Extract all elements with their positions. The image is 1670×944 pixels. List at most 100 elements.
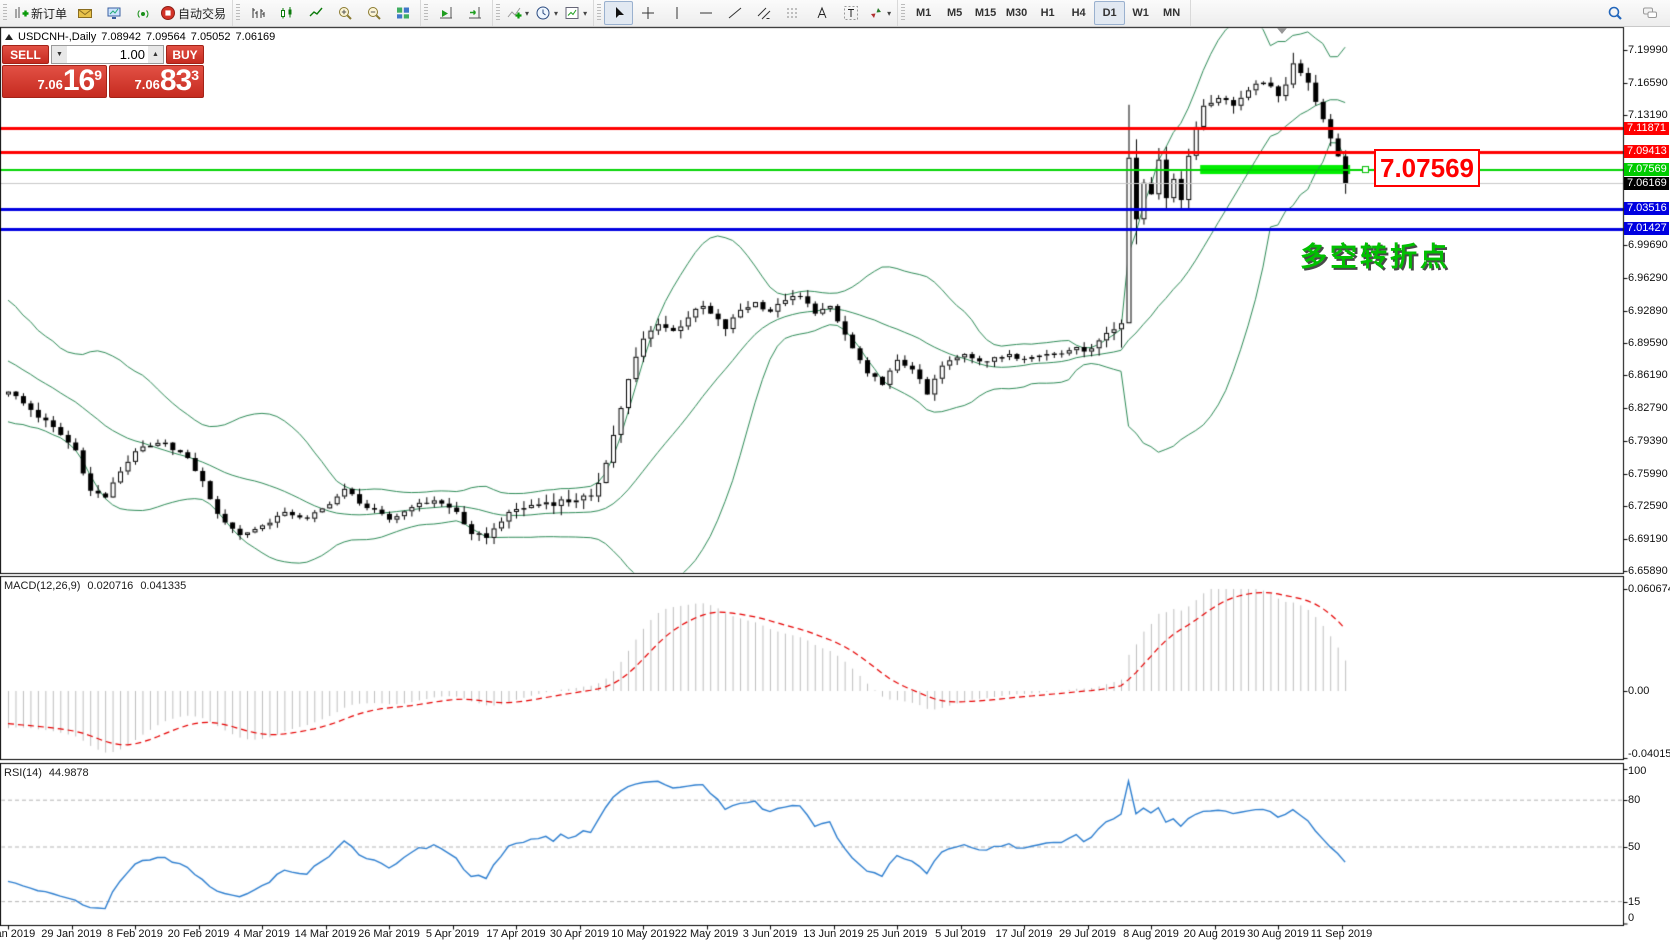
new-order-button[interactable]: 新订单	[10, 1, 70, 25]
ohlc-open: 7.08942	[101, 31, 141, 43]
horizontal-line-button[interactable]	[691, 1, 720, 25]
crosshair-button[interactable]	[633, 1, 662, 25]
hline-icon	[699, 12, 712, 14]
monitor-icon	[107, 7, 121, 19]
textA-icon	[817, 6, 827, 19]
one-click-toggle-icon[interactable]	[5, 34, 13, 40]
fibo-icon	[786, 8, 799, 18]
ask-price-big: 83	[159, 64, 192, 97]
tf-m5-label: M5	[946, 7, 963, 19]
buy-button-label: BUY	[172, 47, 198, 62]
tile-windows-button[interactable]	[388, 1, 417, 25]
time-axis-label: 8 Feb 2019	[107, 928, 163, 940]
template-icon	[565, 7, 579, 19]
terminal-button[interactable]	[99, 1, 128, 25]
tf-m1-button[interactable]: M1	[908, 1, 939, 25]
price-tick-label: 6.92890	[1628, 304, 1668, 317]
shift-icon	[468, 7, 481, 19]
toolbar-group: ▾	[594, 0, 899, 26]
candles-icon	[280, 7, 292, 19]
vline-icon	[676, 7, 678, 19]
zoomout-icon	[367, 7, 381, 20]
price-tick-label: 7.16590	[1628, 76, 1668, 89]
chart-shift-marker-icon[interactable]	[1277, 28, 1287, 34]
tf-w1-button[interactable]: W1	[1125, 1, 1156, 25]
equidistant-channel-button[interactable]	[749, 1, 778, 25]
toolbar-grip	[597, 4, 602, 22]
time-axis-label: 20 Aug 2019	[1183, 928, 1246, 940]
tf-mn-button[interactable]: MN	[1156, 1, 1187, 25]
indicators-icon	[507, 7, 522, 19]
chart-annotation-text[interactable]: 多空转折点	[1300, 242, 1450, 272]
rsi-tick-label: 100	[1628, 765, 1647, 777]
tiles-icon	[396, 7, 409, 19]
templates-button[interactable]: ▾	[561, 1, 590, 25]
rsi-name: RSI(14)	[4, 767, 42, 779]
line-chart-button[interactable]	[301, 1, 330, 25]
auto-scroll-button[interactable]	[431, 1, 460, 25]
price-axis[interactable]: 7.19990 7.16590 7.13190 6.99690 6.96290 6.928…	[1624, 27, 1670, 925]
rsi-tick-label: 15	[1628, 895, 1641, 908]
toolbar-grip	[901, 4, 906, 22]
cursor-button[interactable]	[604, 1, 634, 25]
rsi-tick-label: 50	[1628, 841, 1641, 853]
ask-price-panel[interactable]: 7.06 83 3	[109, 65, 204, 98]
sell-button[interactable]: SELL	[2, 45, 49, 64]
time-axis-label: 7 Jan 2019	[0, 928, 36, 940]
rsi-tick-label: 80	[1628, 794, 1641, 807]
candlestick-chart-button[interactable]	[272, 1, 301, 25]
ohlc-close: 7.06169	[235, 31, 276, 43]
chart-shift-button[interactable]	[460, 1, 489, 25]
price-tick-label: 6.69190	[1628, 532, 1668, 545]
text-label-button[interactable]	[836, 1, 865, 25]
volume-decrease-button[interactable]: ▼	[52, 46, 67, 63]
ohlc-low: 7.05052	[190, 31, 231, 43]
tf-h4-button[interactable]: H4	[1063, 1, 1094, 25]
time-axis-label: 11 Sep 2019	[1310, 928, 1373, 940]
chat-button[interactable]	[1635, 1, 1664, 25]
fibonacci-retracement-button[interactable]	[778, 1, 807, 25]
clock-icon	[536, 6, 550, 20]
signals-button[interactable]	[128, 1, 157, 25]
autotrading-button[interactable]: 自动交易	[157, 1, 229, 25]
time-axis-label: 17 Jul 2019	[995, 928, 1053, 940]
tf-h1-button[interactable]: H1	[1032, 1, 1063, 25]
metaeditor-button[interactable]	[70, 1, 99, 25]
search-button[interactable]	[1600, 1, 1629, 25]
time-axis-label: 5 Jul 2019	[935, 928, 986, 940]
autoscroll-icon	[439, 7, 452, 19]
periods-button[interactable]: ▾	[532, 1, 561, 25]
toolbar-group: ▾ ▾ ▾	[493, 0, 595, 26]
tf-m15-button[interactable]: M15	[970, 1, 1001, 25]
indicators-button[interactable]: ▾	[503, 1, 532, 25]
vertical-line-button[interactable]	[662, 1, 691, 25]
price-tick-label: 7.19990	[1628, 44, 1668, 56]
tf-h4-label: H4	[1071, 7, 1086, 19]
volume-stepper: ▼ ▲	[51, 45, 164, 64]
tf-m5-button[interactable]: M5	[939, 1, 970, 25]
zoom-out-button[interactable]	[359, 1, 388, 25]
bid-price-panel[interactable]: 7.06 16 9	[2, 65, 107, 98]
toolbar-group	[421, 0, 494, 26]
crosshair-icon	[641, 7, 654, 19]
arrows-button[interactable]: ▾	[865, 1, 894, 25]
tf-d1-button[interactable]: D1	[1094, 1, 1126, 25]
tf-m30-button[interactable]: M30	[1001, 1, 1032, 25]
buy-button[interactable]: BUY	[166, 45, 204, 64]
price-callout-label[interactable]: 7.07569	[1374, 149, 1480, 187]
price-tick-label: 6.96290	[1628, 272, 1668, 285]
one-click-trading-panel: SELL ▼ ▲ BUY 7.06 16 9 7.06 83 3	[2, 45, 204, 98]
volume-increase-button[interactable]: ▲	[148, 46, 163, 63]
bar-chart-button[interactable]	[243, 1, 272, 25]
volume-input[interactable]	[67, 46, 148, 63]
symbol-header: USDCNH-,Daily 7.08942 7.09564 7.05052 7.…	[5, 31, 275, 43]
envelope-icon	[77, 9, 92, 18]
time-axis[interactable]: 7 Jan 2019 29 Jan 2019 8 Feb 2019 20 Feb 20…	[0, 925, 1624, 944]
zoom-in-button[interactable]	[330, 1, 359, 25]
hline-price-badge: 7.03516	[1624, 202, 1669, 216]
time-axis-label: 10 May 2019	[611, 928, 675, 940]
trendline-button[interactable]	[720, 1, 749, 25]
time-axis-label: 3 Jun 2019	[742, 928, 798, 940]
text-button[interactable]	[807, 1, 836, 25]
